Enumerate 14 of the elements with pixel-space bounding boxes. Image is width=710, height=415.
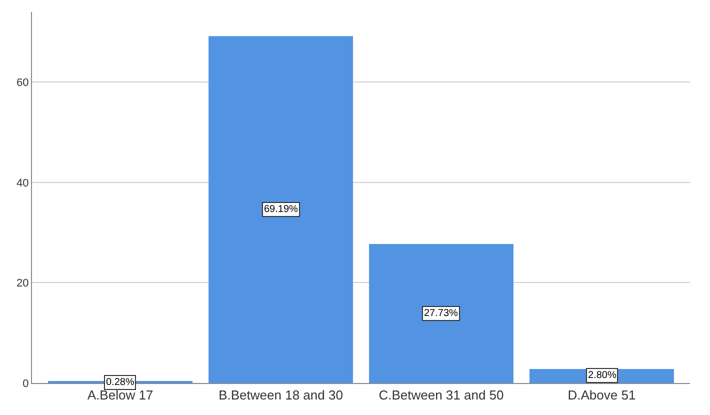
data-label: 27.73% — [424, 308, 458, 319]
y-tick-label: 60 — [16, 77, 29, 90]
y-tick-label: 40 — [16, 177, 29, 190]
y-tick-label: 0 — [22, 378, 29, 390]
bar — [208, 36, 353, 383]
x-tick-label: C.Between 31 and 50 — [378, 388, 504, 403]
data-label: 0.28% — [106, 377, 134, 388]
x-tick-label: B.Between 18 and 30 — [218, 388, 343, 403]
y-tick-label: 20 — [16, 278, 29, 290]
x-tick-label: A.Below 17 — [87, 388, 154, 403]
x-tick-label: D.Above 51 — [568, 388, 636, 403]
data-label: 69.19% — [264, 204, 298, 215]
data-label: 2.80% — [588, 370, 616, 381]
bar — [369, 244, 514, 383]
